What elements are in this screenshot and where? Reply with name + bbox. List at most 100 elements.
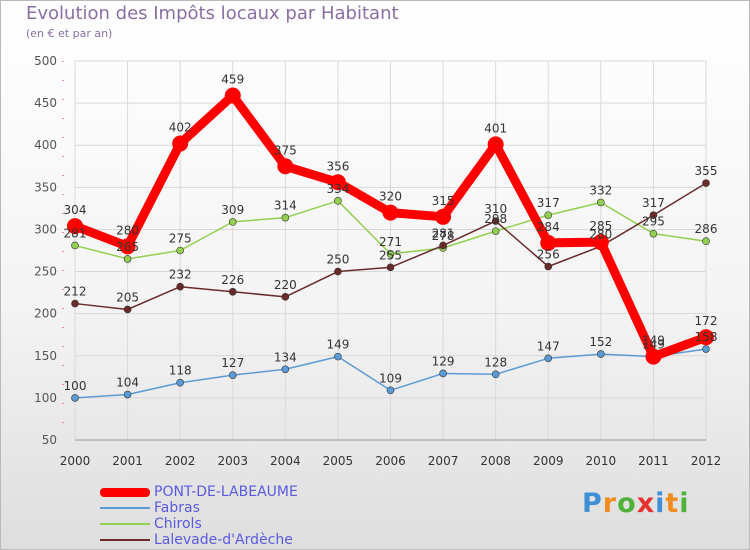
data-point <box>123 390 132 399</box>
x-tick-label: 2001 <box>112 454 143 468</box>
chart-subtitle: (en € et par an) <box>26 27 113 40</box>
chart-title: Evolution des Impôts locaux par Habitant <box>26 3 399 24</box>
data-point <box>281 213 290 222</box>
data-point <box>329 174 346 191</box>
data-label: 375 <box>274 143 297 157</box>
data-label: 100 <box>64 379 87 393</box>
legend-label: Lalevade-d'Ardèche <box>154 532 293 548</box>
x-tick-label: 2011 <box>638 454 669 468</box>
data-point <box>386 263 395 272</box>
data-point <box>119 238 136 255</box>
data-point <box>123 305 132 314</box>
data-label: 212 <box>64 285 87 299</box>
data-point <box>71 241 79 250</box>
data-label: 355 <box>695 164 718 178</box>
logo-letter: r <box>602 488 618 519</box>
logo-letter: P <box>582 488 603 519</box>
data-label: 256 <box>537 248 560 262</box>
data-label: 401 <box>484 121 507 135</box>
data-label: 286 <box>695 222 718 236</box>
data-point <box>281 365 290 374</box>
data-point <box>382 204 399 221</box>
data-point <box>386 250 395 258</box>
legend-swatch <box>100 539 150 541</box>
data-point <box>123 255 132 263</box>
y-tick-label: 450 <box>34 96 57 110</box>
data-point <box>487 136 504 153</box>
data-point <box>172 135 189 152</box>
data-point <box>71 299 79 308</box>
data-label: 285 <box>589 219 612 233</box>
data-label: 172 <box>695 314 718 328</box>
x-tick-label: 2004 <box>270 454 301 468</box>
data-point <box>597 198 605 207</box>
x-tick-label: 2002 <box>165 454 196 468</box>
data-point <box>544 211 553 219</box>
y-tick-label: 50 <box>42 433 57 447</box>
data-label: 275 <box>169 232 192 246</box>
x-tick-label: 2006 <box>375 454 406 468</box>
data-label: 295 <box>642 215 665 229</box>
data-label: 127 <box>221 356 244 370</box>
data-label: 104 <box>116 376 139 390</box>
data-label: 149 <box>642 334 665 348</box>
data-label: 250 <box>326 253 349 267</box>
data-label: 152 <box>589 335 612 349</box>
data-point <box>71 394 79 402</box>
data-point <box>334 352 342 361</box>
data-label: 128 <box>484 355 507 369</box>
data-label: 149 <box>642 338 665 352</box>
x-tick-label: 2003 <box>217 454 248 468</box>
data-point <box>439 241 447 250</box>
data-point <box>386 386 395 395</box>
legend-swatch <box>100 507 150 509</box>
data-label: 255 <box>379 248 402 262</box>
data-point <box>439 369 447 378</box>
data-label: 281 <box>432 226 455 240</box>
data-point <box>435 208 452 225</box>
logo-letter: x <box>636 488 656 519</box>
data-label: 356 <box>326 159 349 173</box>
logo-letter: o <box>617 488 637 519</box>
data-label: 278 <box>432 229 455 243</box>
data-label: 158 <box>695 330 718 344</box>
data-point <box>228 371 237 379</box>
logo-letter: i <box>655 488 666 519</box>
x-tick-label: 2010 <box>586 454 617 468</box>
data-label: 220 <box>274 278 297 292</box>
data-label: 134 <box>274 350 297 364</box>
data-label: 280 <box>116 223 139 237</box>
x-tick-label: 2007 <box>428 454 459 468</box>
data-label: 118 <box>169 364 192 378</box>
y-tick-label: 200 <box>34 307 57 321</box>
data-label: 402 <box>169 121 192 135</box>
data-point <box>67 218 83 235</box>
y-tick-label: 300 <box>34 222 57 236</box>
data-label: 205 <box>116 290 139 304</box>
data-point <box>544 262 553 271</box>
data-label: 149 <box>326 338 349 352</box>
data-point <box>277 158 294 175</box>
x-tick-label: 2009 <box>533 454 564 468</box>
data-point <box>491 370 500 379</box>
data-label: 317 <box>537 196 560 210</box>
y-tick-label: 350 <box>34 180 57 194</box>
legend-swatch <box>100 488 150 497</box>
data-point <box>702 237 710 246</box>
data-label: 129 <box>432 354 455 368</box>
y-tick-label: 250 <box>34 265 57 279</box>
data-point <box>702 345 710 353</box>
legend-label: PONT-DE-LABEAUME <box>154 484 298 500</box>
data-point <box>334 267 342 276</box>
data-label: 315 <box>432 194 455 208</box>
data-point <box>698 329 714 346</box>
data-label: 265 <box>116 240 139 254</box>
data-label: 147 <box>537 339 560 353</box>
data-point <box>597 350 605 358</box>
data-label: 320 <box>379 190 402 204</box>
data-label: 309 <box>221 203 244 217</box>
data-point <box>491 217 500 225</box>
data-point <box>649 211 658 219</box>
